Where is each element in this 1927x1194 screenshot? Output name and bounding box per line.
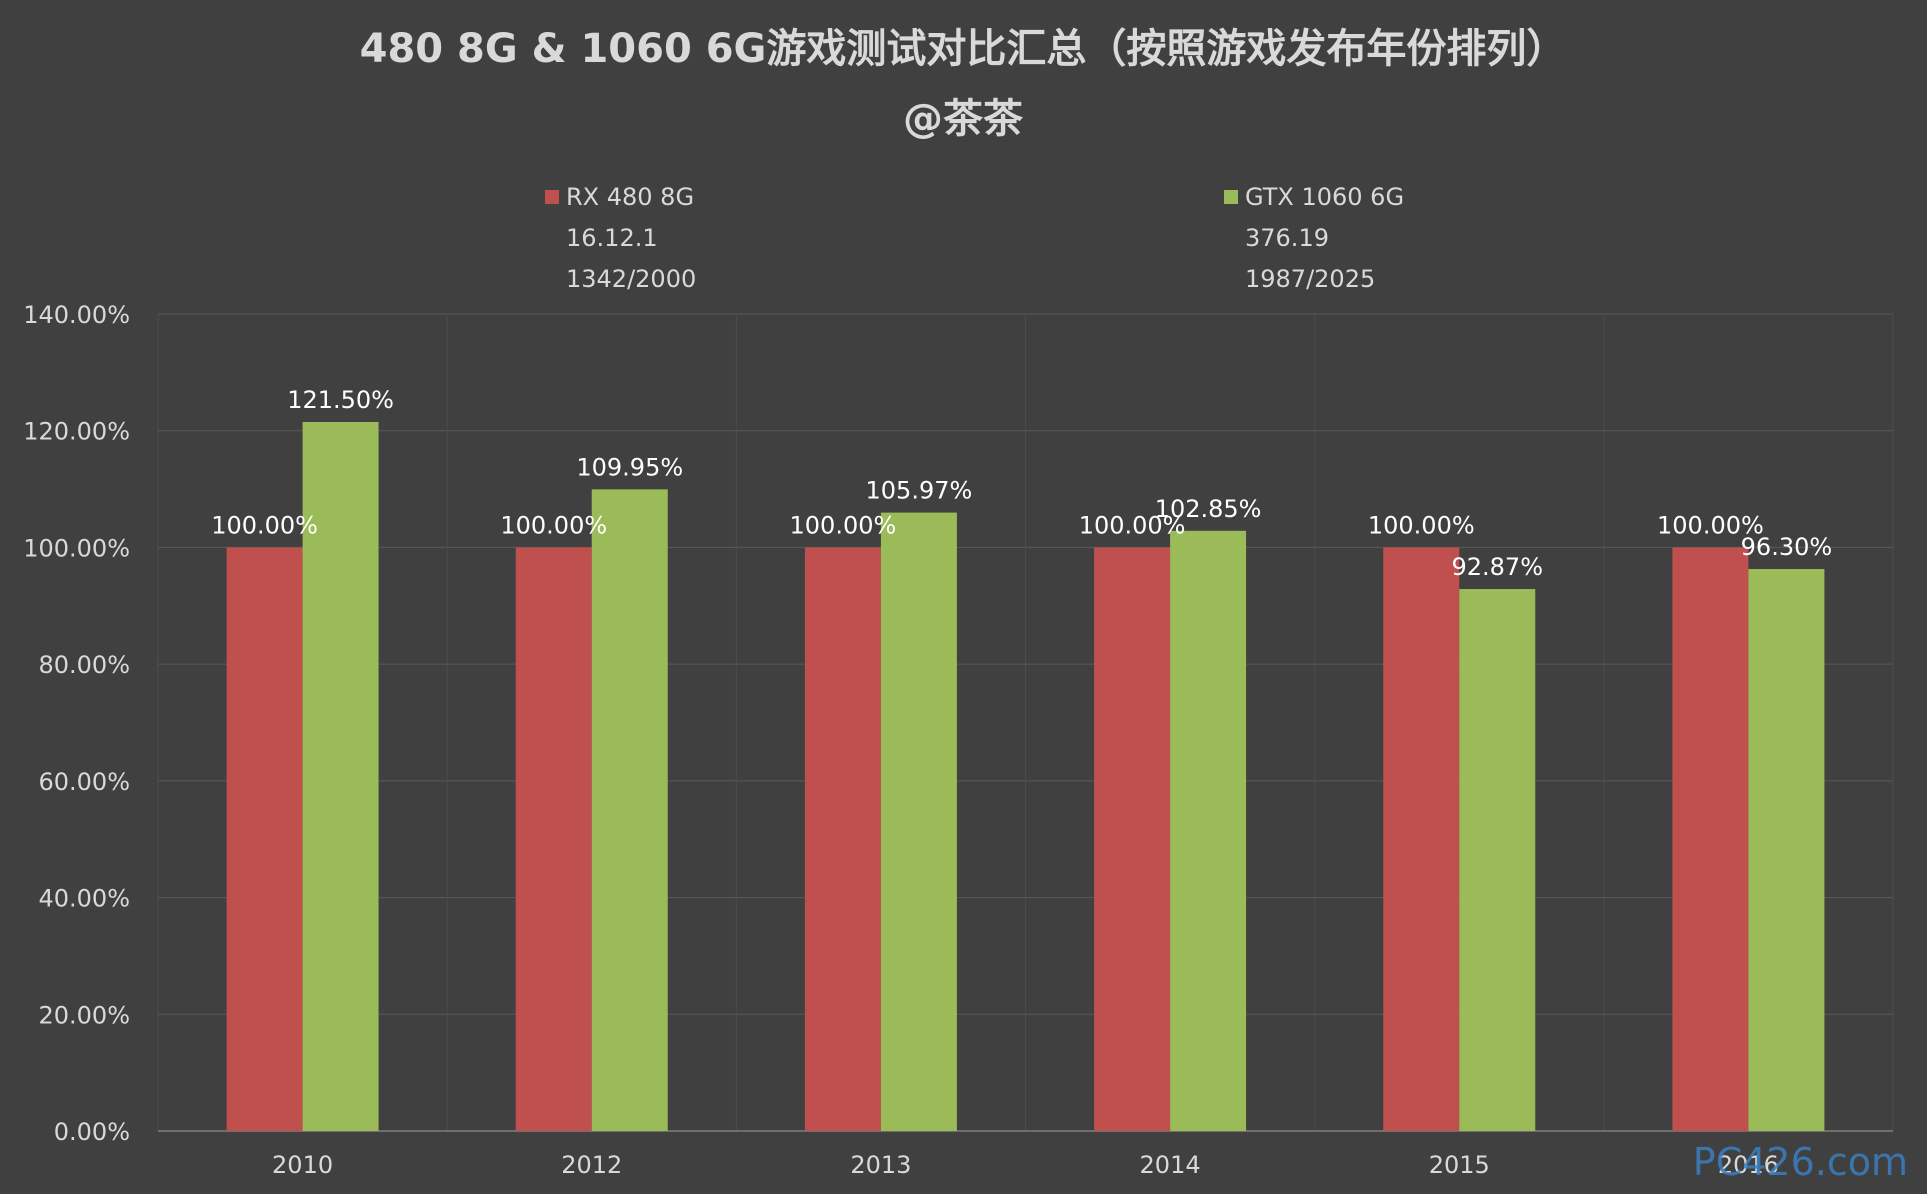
y-tick-label: 100.00% bbox=[23, 534, 130, 562]
bar-gtx1060-2012 bbox=[591, 489, 668, 1131]
legend-item-rx480: RX 480 8G 16.12.1 1342/2000 bbox=[545, 183, 696, 293]
bars bbox=[226, 421, 1825, 1132]
legend-driver-gtx1060: 376.19 bbox=[1245, 224, 1329, 252]
bar-gtx1060-2014 bbox=[1170, 530, 1247, 1131]
y-tick-label: 80.00% bbox=[38, 651, 130, 679]
bar-rx480-2016 bbox=[1672, 547, 1749, 1131]
data-label-gtx1060-2010: 121.50% bbox=[287, 386, 394, 414]
bar-rx480-2010 bbox=[226, 547, 303, 1131]
legend: RX 480 8G 16.12.1 1342/2000 GTX 1060 6G … bbox=[545, 183, 1404, 293]
y-tick-label: 120.00% bbox=[23, 418, 130, 446]
watermark: PC426.com bbox=[1693, 1140, 1908, 1184]
data-label-rx480-2014: 100.00% bbox=[1079, 511, 1186, 539]
data-label-rx480-2010: 100.00% bbox=[211, 511, 318, 539]
legend-label-rx480: RX 480 8G bbox=[566, 183, 694, 211]
data-label-rx480-2013: 100.00% bbox=[790, 511, 897, 539]
x-tick-label: 2010 bbox=[272, 1151, 333, 1179]
chart-title: 480 8G & 1060 6G游戏测试对比汇总（按照游戏发布年份排列） bbox=[360, 26, 1567, 72]
y-axis: 0.00% 20.00% 40.00% 60.00% 80.00% 100.00% 120.… bbox=[23, 301, 130, 1146]
gridlines bbox=[157, 313, 1894, 1132]
legend-driver-rx480: 16.12.1 bbox=[566, 224, 658, 252]
data-label-gtx1060-2015: 92.87% bbox=[1451, 553, 1543, 581]
legend-item-gtx1060: GTX 1060 6G 376.19 1987/2025 bbox=[1224, 183, 1404, 293]
x-tick-label: 2013 bbox=[850, 1151, 911, 1179]
data-label-rx480-2016: 100.00% bbox=[1657, 511, 1764, 539]
legend-clocks-rx480: 1342/2000 bbox=[566, 265, 696, 293]
data-label-gtx1060-2012: 109.95% bbox=[576, 453, 683, 481]
bar-labels: 100.00% 121.50% 100.00% 109.95% 100.00% 105.9… bbox=[211, 386, 1832, 581]
bar-gtx1060-2013 bbox=[880, 512, 957, 1131]
bar-gtx1060-2010 bbox=[302, 421, 379, 1132]
x-tick-label: 2014 bbox=[1140, 1151, 1201, 1179]
y-tick-label: 0.00% bbox=[54, 1118, 130, 1146]
bar-rx480-2015 bbox=[1383, 547, 1460, 1131]
data-label-rx480-2012: 100.00% bbox=[500, 511, 607, 539]
legend-clocks-gtx1060: 1987/2025 bbox=[1245, 265, 1375, 293]
data-label-rx480-2015: 100.00% bbox=[1368, 511, 1475, 539]
x-tick-label: 2016 bbox=[1718, 1151, 1779, 1179]
data-label-gtx1060-2016: 96.30% bbox=[1741, 533, 1833, 561]
chart-subtitle: @茶茶 bbox=[903, 96, 1024, 142]
legend-swatch-rx480 bbox=[545, 190, 559, 204]
watermark-logo: PC426.com bbox=[1693, 1140, 1908, 1184]
bar-rx480-2013 bbox=[804, 547, 881, 1131]
data-label-gtx1060-2013: 105.97% bbox=[866, 477, 973, 505]
data-label-gtx1060-2014: 102.85% bbox=[1155, 495, 1262, 523]
x-tick-label: 2012 bbox=[561, 1151, 622, 1179]
bar-rx480-2014 bbox=[1094, 547, 1171, 1131]
bar-gtx1060-2016 bbox=[1748, 569, 1825, 1131]
y-tick-label: 60.00% bbox=[38, 768, 130, 796]
x-tick-label: 2015 bbox=[1429, 1151, 1490, 1179]
legend-swatch-gtx1060 bbox=[1224, 190, 1238, 204]
y-tick-label: 20.00% bbox=[38, 1001, 130, 1029]
y-tick-label: 140.00% bbox=[23, 301, 130, 329]
y-tick-label: 40.00% bbox=[38, 885, 130, 913]
x-axis: 2010 2012 2013 2014 2015 2016 bbox=[272, 1151, 1779, 1179]
bar-rx480-2012 bbox=[515, 547, 592, 1131]
legend-label-gtx1060: GTX 1060 6G bbox=[1245, 183, 1404, 211]
bar-gtx1060-2015 bbox=[1459, 589, 1536, 1131]
